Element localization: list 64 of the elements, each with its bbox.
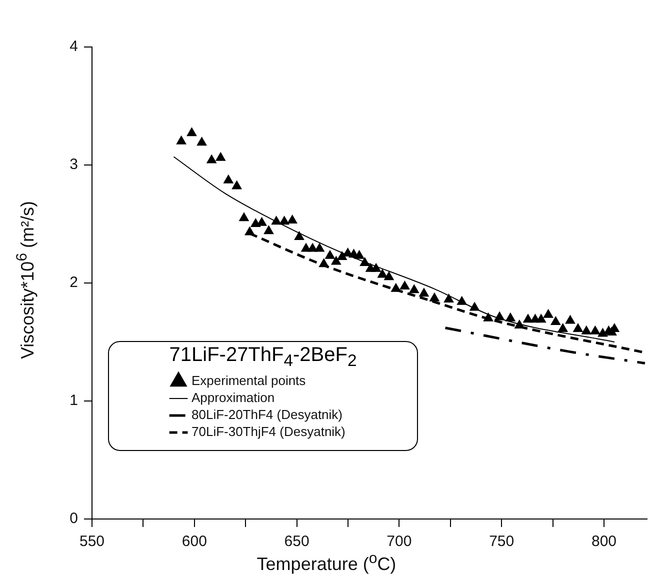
point (573, 324, 583, 332)
x-axis-title: Temperature ($^{o}$C) (256, 550, 398, 575)
point (558, 324, 568, 332)
point (371, 263, 381, 272)
point (536, 314, 546, 323)
y-tick-label: 2 (70, 274, 78, 292)
point (319, 258, 329, 268)
point (409, 284, 419, 294)
point (294, 231, 304, 240)
y-tick-label: 3 (70, 156, 78, 174)
point (550, 316, 560, 325)
point (279, 216, 290, 225)
point (308, 243, 318, 252)
point (430, 292, 440, 302)
point (176, 136, 186, 144)
point (271, 216, 282, 225)
x-tick-label: 700 (386, 533, 412, 550)
point (444, 294, 454, 303)
point (400, 281, 410, 290)
x-tick-label: 650 (284, 533, 310, 550)
point (391, 283, 401, 292)
point (506, 312, 516, 322)
point (224, 174, 234, 184)
legend-label: 70LiF-30ThjF4 (Desyatnik) (192, 424, 346, 440)
x-tick-label: 600 (182, 533, 207, 550)
y-tick-label: 1 (70, 392, 78, 410)
point (494, 312, 504, 320)
y-tick-label: 4 (70, 38, 78, 56)
point (216, 152, 226, 161)
point (419, 288, 429, 297)
point (186, 128, 197, 136)
legend-title: 71LiF-27ThF$_{4}$-2BeF$_{2}$ (168, 344, 358, 371)
legend-label: Experimental points (192, 373, 306, 388)
point (470, 302, 480, 311)
x-tick-label: 750 (489, 533, 514, 550)
point (384, 272, 394, 280)
legend-label: Approximation (192, 390, 275, 406)
point (523, 314, 533, 323)
point (239, 212, 249, 222)
point (337, 252, 347, 260)
point (196, 137, 207, 146)
point (314, 243, 324, 252)
point (378, 269, 388, 278)
point (264, 226, 274, 234)
point (565, 315, 576, 324)
point (354, 250, 364, 259)
x-tick-label: 800 (591, 533, 617, 550)
point (514, 320, 524, 328)
point (457, 296, 467, 305)
point (483, 312, 494, 322)
point (543, 309, 554, 318)
legend-label: 80LiF-20ThF4 (Desyatnik) (192, 407, 342, 422)
point (582, 326, 592, 334)
y-tick-label: 0 (70, 510, 78, 528)
point (244, 226, 255, 236)
point (232, 180, 242, 190)
point (256, 217, 267, 226)
point (206, 154, 216, 164)
x-tick-label: 550 (79, 533, 105, 550)
point (360, 257, 370, 266)
point (331, 256, 341, 265)
point (287, 214, 298, 224)
point (590, 326, 600, 334)
point (325, 250, 335, 259)
